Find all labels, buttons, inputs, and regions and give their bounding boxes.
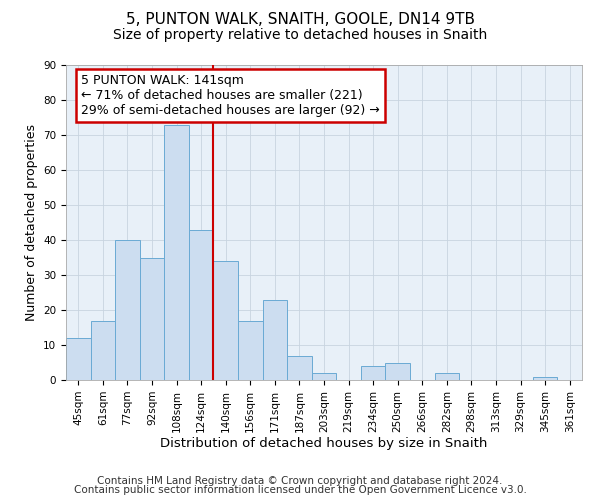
Bar xyxy=(287,356,312,380)
Text: Contains public sector information licensed under the Open Government Licence v3: Contains public sector information licen… xyxy=(74,485,526,495)
Text: Size of property relative to detached houses in Snaith: Size of property relative to detached ho… xyxy=(113,28,487,42)
Text: Contains HM Land Registry data © Crown copyright and database right 2024.: Contains HM Land Registry data © Crown c… xyxy=(97,476,503,486)
Text: 5, PUNTON WALK, SNAITH, GOOLE, DN14 9TB: 5, PUNTON WALK, SNAITH, GOOLE, DN14 9TB xyxy=(125,12,475,28)
Bar xyxy=(361,366,385,380)
Bar xyxy=(140,258,164,380)
Bar xyxy=(238,320,263,380)
Y-axis label: Number of detached properties: Number of detached properties xyxy=(25,124,38,321)
Bar xyxy=(189,230,214,380)
X-axis label: Distribution of detached houses by size in Snaith: Distribution of detached houses by size … xyxy=(160,438,488,450)
Bar xyxy=(164,124,189,380)
Text: 5 PUNTON WALK: 141sqm
← 71% of detached houses are smaller (221)
29% of semi-det: 5 PUNTON WALK: 141sqm ← 71% of detached … xyxy=(82,74,380,118)
Bar xyxy=(312,373,336,380)
Bar xyxy=(263,300,287,380)
Bar xyxy=(66,338,91,380)
Bar xyxy=(434,373,459,380)
Bar xyxy=(385,362,410,380)
Bar xyxy=(91,320,115,380)
Bar xyxy=(115,240,140,380)
Bar xyxy=(214,261,238,380)
Bar xyxy=(533,376,557,380)
